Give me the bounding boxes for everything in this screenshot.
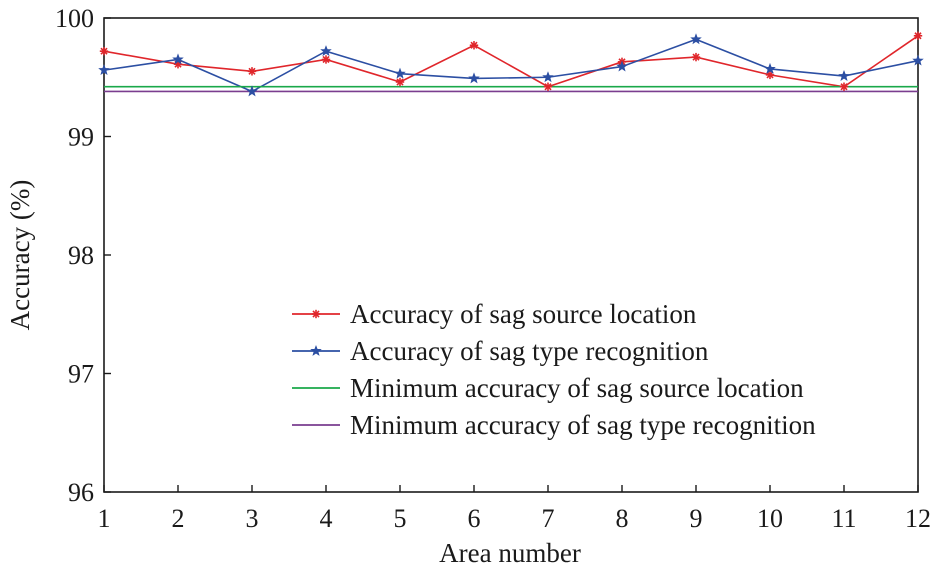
x-tick-label: 4: [320, 504, 333, 533]
series-2-point: [394, 67, 406, 79]
series-2-point: [172, 53, 184, 65]
series-lines-layer: [103, 35, 919, 93]
series-1-point: [247, 67, 257, 76]
series-1-point: [99, 46, 109, 56]
series-markers-layer: [98, 31, 924, 97]
series-2-point: [912, 54, 924, 66]
series-2-point: [320, 45, 332, 57]
x-tick-label: 11: [831, 504, 856, 533]
legend-marker-2: [310, 344, 322, 356]
x-tick-label: 9: [690, 504, 703, 533]
y-tick-label: 98: [68, 241, 94, 270]
x-tick-label: 3: [246, 504, 259, 533]
series-2-point: [98, 64, 110, 76]
x-tick-label: 10: [757, 504, 783, 533]
legend-label-2: Accuracy of sag type recognition: [350, 336, 709, 366]
legend-label-1: Accuracy of sag source location: [350, 299, 697, 329]
legend-marker-1: [311, 309, 321, 319]
x-axis-title: Area number: [439, 538, 581, 568]
x-tick-label: 1: [98, 504, 111, 533]
series-1-point: [543, 82, 553, 91]
series-1-point: [395, 77, 405, 87]
series-2-point: [838, 70, 850, 81]
series-2-point: [542, 71, 554, 83]
legend-label-3: Minimum accuracy of sag source location: [350, 373, 804, 403]
y-tick-label: 99: [68, 123, 94, 152]
series-2-point: [246, 85, 258, 97]
series-line-1: [103, 35, 919, 88]
x-tick-label: 7: [542, 504, 555, 533]
legend: Accuracy of sag source location Accuracy …: [292, 299, 816, 440]
x-tick-label: 2: [172, 504, 185, 533]
series-1-point: [839, 82, 849, 91]
y-tick-label: 96: [68, 478, 94, 507]
x-tick-label: 8: [616, 504, 629, 533]
y-axis-title: Accuracy (%): [5, 180, 35, 331]
x-tick-label: 5: [394, 504, 407, 533]
series-1-point: [321, 55, 331, 64]
series-1-point: [691, 52, 701, 62]
legend-label-4: Minimum accuracy of sag type recognition: [350, 410, 816, 440]
series-2-point: [468, 72, 480, 84]
series-1-point: [469, 41, 479, 50]
x-tick-label: 6: [468, 504, 481, 533]
series-1-point: [913, 31, 923, 40]
y-tick-label: 100: [55, 4, 94, 33]
y-tick-label: 97: [68, 360, 94, 389]
series-2-point: [690, 33, 702, 45]
series-2-point: [764, 62, 776, 74]
series-2-point: [616, 60, 628, 72]
series-1-point: [765, 70, 775, 80]
x-tick-label: 12: [905, 504, 931, 533]
